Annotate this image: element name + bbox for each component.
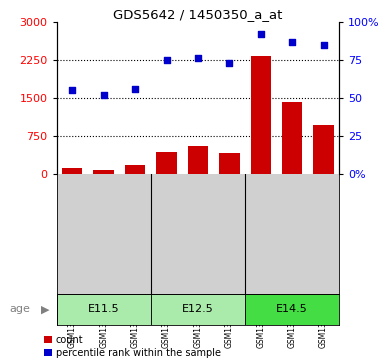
Bar [156,152,177,174]
Point [132,86,138,92]
Text: ▶: ▶ [41,305,50,314]
Bar [250,56,271,174]
Point [101,92,107,98]
Point [258,31,264,37]
Bar [94,170,114,174]
Bar [245,294,339,325]
Bar [314,126,334,174]
Text: E12.5: E12.5 [182,305,214,314]
Point [321,42,327,48]
Legend: count, percentile rank within the sample: count, percentile rank within the sample [44,335,220,358]
Point [69,87,75,93]
Bar [125,166,145,174]
Point [289,39,295,45]
Bar [282,102,302,174]
Bar [151,294,245,325]
Bar [188,146,208,174]
Point [226,60,232,66]
Bar [62,168,82,174]
Text: age: age [10,305,31,314]
Bar [219,153,239,174]
Point [195,56,201,61]
Text: E14.5: E14.5 [276,305,308,314]
Title: GDS5642 / 1450350_a_at: GDS5642 / 1450350_a_at [113,8,283,21]
Bar [57,294,151,325]
Text: E11.5: E11.5 [88,305,119,314]
Point [163,57,170,63]
